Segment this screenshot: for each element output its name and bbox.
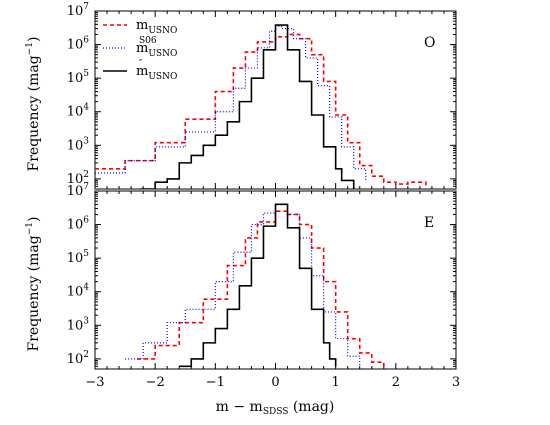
series-line-E-1 — [125, 203, 361, 367]
y-tick-label: 104 — [67, 283, 90, 300]
x-axis-title-main: m − m — [216, 399, 263, 415]
y-tick-base: 10 — [67, 218, 84, 233]
panel-tag: E — [424, 215, 434, 231]
series-line-O-0 — [95, 33, 427, 188]
x-axis-title: m − mSDSS (mag) — [216, 399, 335, 417]
legend-label-main: m — [136, 18, 148, 33]
y-tick-base: 10 — [67, 251, 84, 266]
y-axis-title-bottom: Frequency (mag−1) — [25, 217, 42, 352]
y-tick-base: 10 — [67, 4, 84, 19]
legend-label: mUSNO S06 — [136, 36, 177, 59]
y-tick-base: 10 — [67, 38, 84, 53]
x-tick-label: −2 — [146, 375, 165, 390]
y-tick-base: 10 — [67, 318, 84, 333]
y-axis-title-sup: −1 — [25, 222, 35, 235]
series-line-O-2 — [140, 24, 355, 189]
y-tick-label: 106 — [67, 216, 90, 233]
y-tick-exponent: 7 — [83, 182, 89, 192]
y-tick-label: 102 — [67, 350, 89, 367]
x-tick-label: 3 — [452, 375, 460, 390]
y-tick-label: 105 — [67, 69, 90, 86]
y-axis-title-close: ) — [26, 217, 42, 222]
y-tick-base: 10 — [67, 184, 84, 199]
y-axis-title-main: Frequency (mag — [26, 55, 42, 171]
y-tick-label: 103 — [67, 136, 90, 153]
legend-label-sub: USNO — [148, 72, 177, 82]
y-axis-title-close: ) — [26, 37, 42, 42]
legend-label-sub: USNO — [148, 26, 177, 36]
y-axis-title-top: Frequency (mag−1) — [25, 37, 42, 172]
y-tick-exponent: 2 — [83, 170, 89, 180]
legend-label-main: m — [136, 41, 148, 56]
legend-label: mUSNO ″ — [136, 59, 177, 82]
y-tick-base: 10 — [67, 105, 84, 120]
y-tick-label: 107 — [67, 2, 90, 19]
y-tick-exponent: 5 — [83, 249, 89, 259]
y-tick-exponent: 4 — [83, 283, 89, 293]
x-tick-label: 1 — [332, 375, 340, 390]
y-tick-exponent: 6 — [83, 36, 89, 46]
y-tick-exponent: 6 — [83, 216, 89, 226]
y-tick-base: 10 — [67, 352, 84, 367]
legend-label-sub: USNO — [148, 49, 177, 59]
y-tick-exponent: 3 — [83, 316, 89, 326]
y-tick-exponent: 5 — [83, 69, 89, 79]
y-tick-label: 105 — [67, 249, 90, 266]
y-tick-exponent: 3 — [83, 136, 89, 146]
y-tick-label: 104 — [67, 103, 90, 120]
legend-label: mUSNO — [136, 18, 177, 36]
panels: 102103104105106107OmUSNOmUSNOS06mUSNO″10… — [67, 2, 460, 390]
x-tick-label: 2 — [392, 375, 400, 390]
y-tick-exponent: 7 — [83, 2, 89, 12]
legend-label-sup: S06 — [139, 36, 157, 46]
y-tick-label: 106 — [67, 36, 90, 53]
x-tick-label: 0 — [271, 375, 279, 390]
y-tick-base: 10 — [67, 285, 84, 300]
x-tick-label: −3 — [85, 375, 104, 390]
series-line-E-0 — [137, 210, 385, 368]
series-line-E-2 — [179, 203, 337, 368]
y-tick-label: 103 — [67, 316, 90, 333]
series-line-O-1 — [95, 25, 367, 183]
y-axis-title-main: Frequency (mag — [26, 235, 42, 351]
y-tick-label: 107 — [67, 182, 90, 199]
y-tick-exponent: 4 — [83, 103, 89, 113]
legend-label-main: m — [136, 64, 148, 79]
y-tick-exponent: 2 — [83, 350, 89, 360]
y-tick-base: 10 — [67, 138, 84, 153]
y-tick-base: 10 — [67, 71, 84, 86]
x-axis-title-unit: (mag) — [288, 399, 334, 415]
y-tick-base: 10 — [67, 172, 84, 187]
x-axis-title-sub: SDSS — [263, 407, 289, 417]
x-tick-label: −1 — [206, 375, 225, 390]
panel-tag: O — [424, 35, 435, 51]
y-axis-title-sup: −1 — [25, 42, 35, 55]
y-tick-label: 102 — [67, 170, 89, 187]
legend-label-sup: ″ — [139, 59, 143, 69]
